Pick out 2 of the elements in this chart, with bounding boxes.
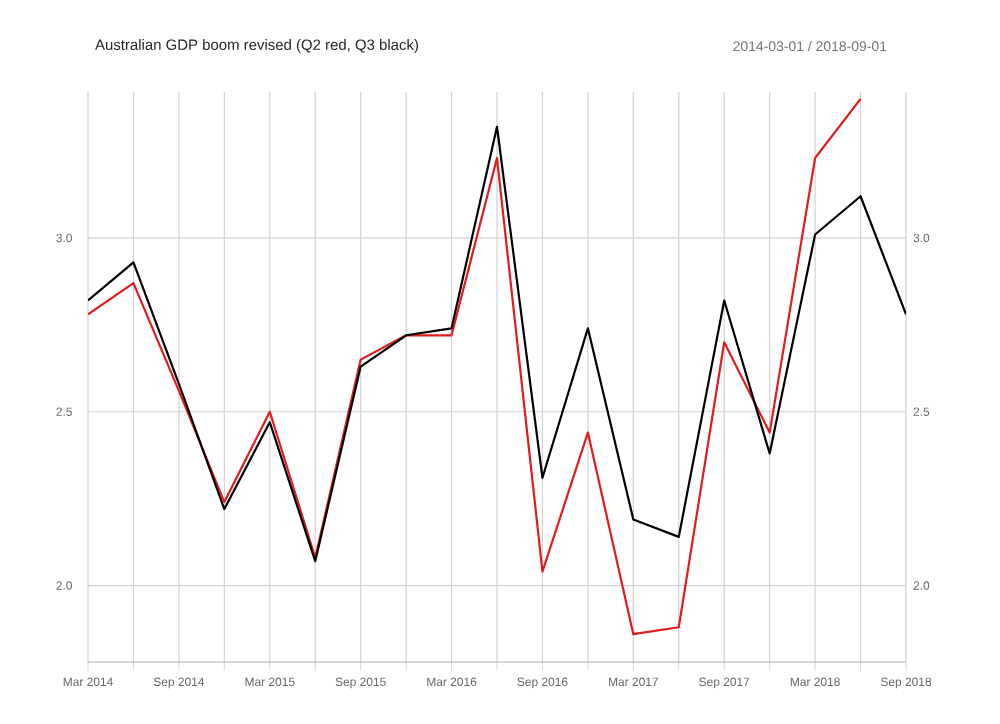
line-series	[88, 97, 862, 636]
line-series	[88, 125, 907, 563]
